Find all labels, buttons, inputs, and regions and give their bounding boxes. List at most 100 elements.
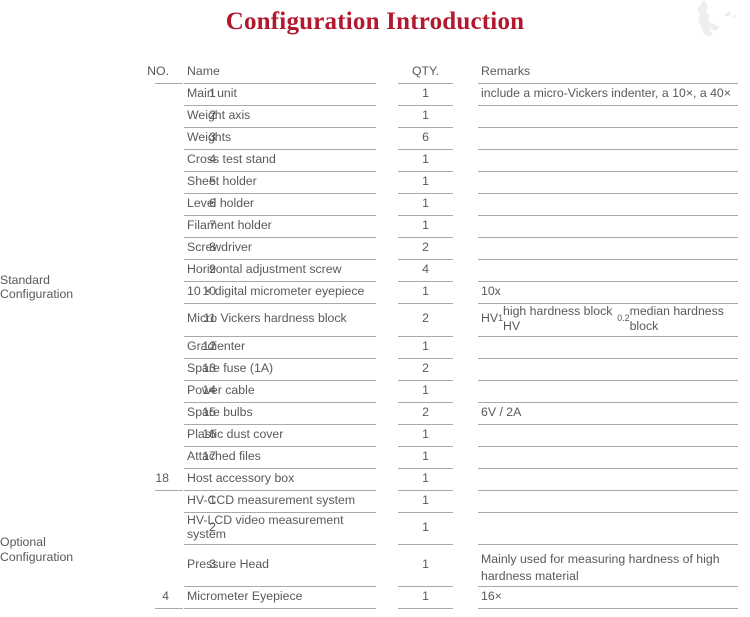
configuration-table: NO. Name QTY. Remarks Standard Configuration 1… <box>0 62 750 610</box>
table-row: 7 Filament holder 1 <box>0 216 750 238</box>
cell-remarks <box>478 359 738 381</box>
cell-qty: 1 <box>398 587 453 610</box>
cell-remarks: HV 1 high hardness block HV 0.2 median har… <box>478 304 738 337</box>
cell-name: 10 × digital micrometer eyepiece <box>184 282 376 304</box>
cell-qty: 1 <box>398 150 453 172</box>
cell-remarks: 16× <box>478 587 738 610</box>
cell-qty: 2 <box>398 238 453 260</box>
cell-qty: 1 <box>398 172 453 194</box>
column-header-qty: QTY. <box>398 62 453 84</box>
page-title: Configuration Introduction <box>225 8 525 35</box>
group-header-cell <box>0 62 155 84</box>
cell-remarks <box>478 491 738 513</box>
cell-remarks <box>478 128 738 150</box>
cell-remarks: include a micro-Vickers indenter, a 10×,… <box>478 84 738 106</box>
table-row: 15 Spare bulbs 2 6V / 2A <box>0 403 750 425</box>
cell-remarks <box>478 381 738 403</box>
cell-remarks-line-2: hardness material <box>481 568 579 583</box>
cell-name: Screwdriver <box>184 238 376 260</box>
table-row: 18 Host accessory box 1 <box>0 469 750 491</box>
cell-remarks <box>478 172 738 194</box>
group-label-line-1: Standard <box>0 272 50 287</box>
group-label-cell: Standard Configuration <box>0 84 155 491</box>
table-row: 2 HV-LCD video measurement system 1 <box>0 513 750 545</box>
table-row: 12 Gradienter 1 <box>0 337 750 359</box>
table-row: 17 Attached files 1 <box>0 447 750 469</box>
cell-qty: 1 <box>398 425 453 447</box>
table-row: 9 Horizontal adjustment screw 4 <box>0 260 750 282</box>
cell-name: Cross test stand <box>184 150 376 172</box>
cell-name: Filament holder <box>184 216 376 238</box>
table-header-row: NO. Name QTY. Remarks <box>0 62 750 84</box>
column-header-remarks: Remarks <box>478 62 738 84</box>
cell-name: Plastic dust cover <box>184 425 376 447</box>
table-row: 13 Spare fuse (1A) 2 <box>0 359 750 381</box>
cell-name: Level holder <box>184 194 376 216</box>
cell-qty: 1 <box>398 84 453 106</box>
group-label-line-2: Configuration <box>0 287 74 302</box>
configuration-table-body: NO. Name QTY. Remarks Standard Configuration 1… <box>0 62 750 610</box>
cell-remarks <box>478 337 738 359</box>
table-row: 4 Cross test stand 1 <box>0 150 750 172</box>
cell-qty: 1 <box>398 491 453 513</box>
cell-name: Weights <box>184 128 376 150</box>
cell-remarks <box>478 150 738 172</box>
cell-name: Weight axis <box>184 106 376 128</box>
cell-no: 4 <box>155 587 183 610</box>
cell-qty: 1 <box>398 545 453 588</box>
cell-name: Micrometer Eyepiece <box>184 587 376 610</box>
cell-remarks: 6V / 2A <box>478 403 738 425</box>
cell-qty: 2 <box>398 403 453 425</box>
table-row: 3 Weights 6 <box>0 128 750 150</box>
cell-remarks <box>478 106 738 128</box>
cell-remarks <box>478 425 738 447</box>
cell-remarks: 10x <box>478 282 738 304</box>
cell-remarks <box>478 469 738 491</box>
cell-name: Attached files <box>184 447 376 469</box>
cell-remarks <box>478 238 738 260</box>
column-header-no: NO. <box>147 62 183 84</box>
table-row: 3 Pressure Head 1 Mainly used for measuring… <box>0 545 750 588</box>
cell-name: Power cable <box>184 381 376 403</box>
group-label-line-2: Configuration <box>0 549 74 564</box>
table-row: 8 Screwdriver 2 <box>0 238 750 260</box>
table-row: 2 Weight axis 1 <box>0 106 750 128</box>
cell-qty: 4 <box>398 260 453 282</box>
table-row: 4 Micrometer Eyepiece 1 16× <box>0 587 750 610</box>
cell-remarks <box>478 513 738 545</box>
cell-qty: 2 <box>398 359 453 381</box>
cell-qty: 1 <box>398 381 453 403</box>
cell-remarks <box>478 260 738 282</box>
cell-qty: 2 <box>398 304 453 337</box>
cell-qty: 1 <box>398 106 453 128</box>
cell-name: Pressure Head <box>184 545 376 588</box>
cell-name: Host accessory box <box>184 469 376 491</box>
cell-name: Sheet holder <box>184 172 376 194</box>
cell-qty: 1 <box>398 216 453 238</box>
cell-name: Main unit <box>184 84 376 106</box>
table-row: 11 Micro Vickers hardness block 2 HV 1 high … <box>0 304 750 337</box>
cell-qty: 1 <box>398 513 453 545</box>
table-row: 16 Plastic dust cover 1 <box>0 425 750 447</box>
cell-qty: 1 <box>398 337 453 359</box>
cell-qty: 6 <box>398 128 453 150</box>
configuration-table-wrap: NO. Name QTY. Remarks Standard Configuration 1… <box>0 62 750 610</box>
cell-qty: 1 <box>398 469 453 491</box>
table-row: 14 Power cable 1 <box>0 381 750 403</box>
cell-no: 18 <box>155 469 183 491</box>
cell-name: Micro Vickers hardness block <box>184 304 376 337</box>
cell-name: Horizontal adjustment screw <box>184 260 376 282</box>
table-row: 5 Sheet holder 1 <box>0 172 750 194</box>
cell-remarks-line-1: Mainly used for measuring hardness of hi… <box>481 552 720 566</box>
table-row: 10 10 × digital micrometer eyepiece 1 10x <box>0 282 750 304</box>
cell-remarks <box>478 216 738 238</box>
cell-name: Spare fuse (1A) <box>184 359 376 381</box>
table-row: Standard Configuration 1 Main unit 1 include … <box>0 84 750 301</box>
table-row: Optional Configuration 1 HV-CCD measurement… <box>0 491 750 564</box>
cell-name: Gradienter <box>184 337 376 359</box>
group-label-line-1: Optional <box>0 535 46 550</box>
cell-name: HV-CCD measurement system <box>184 491 376 513</box>
cell-remarks <box>478 447 738 469</box>
cell-qty: 1 <box>398 194 453 216</box>
cell-qty: 1 <box>398 282 453 304</box>
